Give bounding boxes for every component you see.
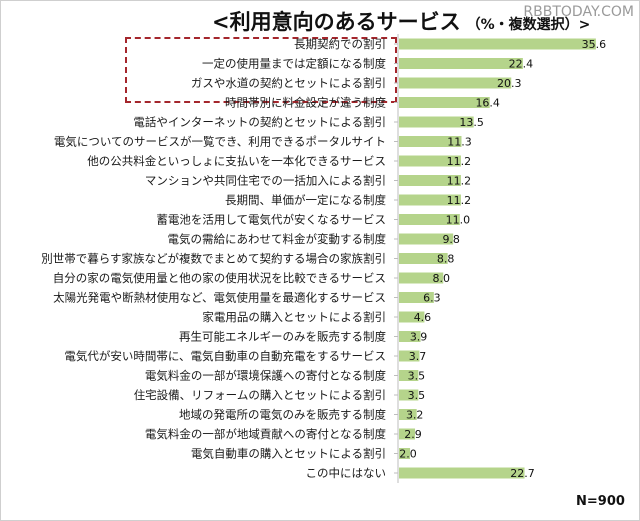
category-label: 電気の需給にあわせて料金が変動する制度 xyxy=(168,232,387,246)
data-label: 20.3 xyxy=(497,77,522,90)
category-label: ガスや水道の契約とセットによる割引 xyxy=(191,76,386,90)
category-label: 電気自動車の購入とセットによる割引 xyxy=(191,447,386,461)
category-label: 別世帯で暮らす家族などが複数でまとめて契約する場合の家族割引 xyxy=(41,252,386,266)
data-label: 2.9 xyxy=(404,428,422,441)
category-label: マンションや共同住宅での一括加入による割引 xyxy=(145,174,386,188)
bar xyxy=(399,467,525,479)
bar xyxy=(399,311,425,323)
sample-size-label: N=900 xyxy=(576,494,625,509)
bar xyxy=(399,253,448,264)
data-label: 9.8 xyxy=(442,233,460,246)
bar xyxy=(399,58,523,69)
category-label: 長期間、単価が一定になる制度 xyxy=(225,193,386,207)
data-label: 8.8 xyxy=(437,253,455,266)
data-label: 6.3 xyxy=(423,292,441,305)
category-label: 住宅設備、リフォームの購入とセットによる割引 xyxy=(134,388,386,402)
data-label: 11.2 xyxy=(447,155,472,168)
data-label: 3.2 xyxy=(406,409,424,422)
title-text: <利用意向のあるサービス xyxy=(212,10,461,34)
category-label: 電気代が安い時間帯に、電気自動車の自動充電をするサービス xyxy=(64,349,386,363)
bar xyxy=(399,214,460,225)
category-label: この中にはない xyxy=(306,466,387,480)
bar xyxy=(399,292,434,303)
bar xyxy=(399,448,411,459)
category-label: 電気料金の一部が環境保護への寄付となる制度 xyxy=(145,369,387,383)
bar xyxy=(399,97,490,108)
bar xyxy=(399,116,474,128)
data-label: 3.5 xyxy=(408,389,426,402)
bar xyxy=(399,428,416,440)
data-label: 11.2 xyxy=(447,175,472,188)
bar xyxy=(399,370,419,381)
data-label: 22.4 xyxy=(509,58,534,71)
category-label: 再生可能エネルギーのみを販売する制度 xyxy=(179,330,386,344)
bar xyxy=(399,136,462,147)
category-label: 長期契約での割引 xyxy=(294,37,386,51)
bar xyxy=(399,331,421,342)
bar xyxy=(399,77,512,89)
category-label: 電気料金の一部が地域貢献への寄付となる制度 xyxy=(145,427,387,441)
data-label: 3.5 xyxy=(408,370,426,383)
data-label: 22.7 xyxy=(510,467,535,480)
category-label: 地域の発電所の電気のみを販売する制度 xyxy=(179,408,386,422)
data-label: 11.2 xyxy=(447,194,472,207)
data-label: 35.6 xyxy=(582,38,607,51)
data-label: 13.5 xyxy=(459,116,484,129)
category-label: 他の公共料金といっしょに支払いを一本化できるサービス xyxy=(87,154,386,168)
category-label: 時間帯別に料金設定が違う制度 xyxy=(225,96,386,110)
bar xyxy=(399,409,417,420)
data-label: 3.9 xyxy=(410,331,428,344)
bar xyxy=(399,272,444,284)
data-label: 3.7 xyxy=(409,350,427,363)
highlight-box xyxy=(125,37,397,103)
data-label: 16.4 xyxy=(475,97,500,110)
data-label: 8.0 xyxy=(432,272,450,285)
bar xyxy=(399,233,454,245)
bar xyxy=(399,155,461,167)
bar xyxy=(399,175,461,186)
category-label: 電話やインターネットの契約とセットによる割引 xyxy=(133,115,386,129)
data-label: 11.3 xyxy=(447,136,472,149)
subtitle-text: （%・複数選択）> xyxy=(466,17,591,33)
data-label: 2.0 xyxy=(399,448,417,461)
category-label: 電気についてのサービスが一覧でき、利用できるポータルサイト xyxy=(54,135,386,149)
category-label: 太陽光発電や断熱材使用など、電気使用量を最適化するサービス xyxy=(53,291,386,305)
chart-title: <利用意向のあるサービス （%・複数選択）> xyxy=(212,6,632,36)
category-label: 自分の家の電気使用量と他の家の使用状況を比較できるサービス xyxy=(53,271,386,285)
bar xyxy=(399,350,420,362)
data-label: 4.6 xyxy=(414,311,432,324)
category-label: 一定の使用量までは定額になる制度 xyxy=(202,57,386,71)
bar xyxy=(399,194,461,206)
bar xyxy=(399,38,596,50)
watermark: RBBTODAY.COM xyxy=(523,4,634,20)
bar xyxy=(399,389,419,401)
category-label: 蓄電池を活用して電気代が安くなるサービス xyxy=(156,213,386,227)
data-label: 11.0 xyxy=(446,214,471,227)
category-label: 家電用品の購入とセットによる割引 xyxy=(202,310,386,324)
